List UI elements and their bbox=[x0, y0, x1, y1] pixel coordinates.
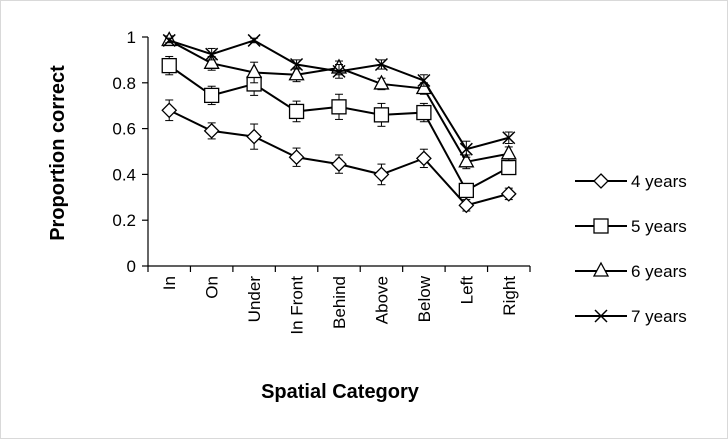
marker-stroke bbox=[205, 47, 219, 61]
y-tick-label: 0.8 bbox=[112, 74, 136, 93]
data-point bbox=[203, 53, 220, 69]
data-point bbox=[290, 57, 304, 72]
legend-item: 5 years bbox=[575, 217, 687, 236]
data-point bbox=[331, 156, 347, 173]
data-point bbox=[374, 57, 388, 72]
y-axis-title: Proportion correct bbox=[47, 65, 69, 241]
marker-stroke bbox=[459, 142, 473, 156]
legend-marker bbox=[593, 173, 609, 189]
series-1 bbox=[161, 99, 517, 214]
data-point bbox=[288, 103, 305, 120]
legend-label: 4 years bbox=[631, 172, 687, 191]
marker-stroke bbox=[332, 64, 346, 78]
series-group bbox=[161, 31, 517, 214]
data-point bbox=[500, 144, 517, 160]
data-point bbox=[501, 159, 517, 176]
data-point bbox=[205, 47, 219, 61]
data-point bbox=[416, 104, 432, 121]
data-point bbox=[161, 102, 178, 119]
legend: 4 years 5 years 6 years 7 years bbox=[575, 172, 687, 326]
x-tick-label: Under bbox=[245, 276, 264, 323]
marker-stroke bbox=[417, 73, 431, 88]
legend-marker bbox=[594, 309, 608, 323]
legend-label: 5 years bbox=[631, 217, 687, 236]
y-tick-label: 0.2 bbox=[112, 211, 136, 230]
legend-marker bbox=[592, 261, 610, 277]
axes: 0 0.2 0.4 0.6 0.8 1 In On Under In Front Behind Abo… bbox=[112, 28, 531, 335]
data-point bbox=[203, 122, 220, 139]
marker-stroke bbox=[502, 131, 516, 145]
y-tick-label: 0 bbox=[127, 257, 136, 276]
series-4 bbox=[162, 33, 516, 158]
x-tick-label: Right bbox=[500, 276, 519, 316]
data-point bbox=[373, 107, 390, 123]
data-point bbox=[204, 87, 220, 104]
data-point bbox=[246, 128, 263, 145]
data-point bbox=[502, 131, 516, 145]
y-tick-label: 1 bbox=[127, 28, 136, 47]
data-point bbox=[500, 185, 517, 202]
data-point bbox=[332, 64, 346, 78]
marker-stroke bbox=[247, 33, 261, 47]
marker-stroke bbox=[162, 33, 176, 47]
data-point bbox=[373, 166, 390, 183]
legend-item: 4 years bbox=[575, 172, 687, 191]
marker-stroke bbox=[594, 309, 608, 323]
data-point bbox=[415, 150, 432, 167]
data-point bbox=[288, 149, 305, 166]
x-axis-title: Spatial Category bbox=[261, 381, 420, 403]
marker-stroke bbox=[290, 57, 304, 72]
x-tick-label: Above bbox=[372, 276, 391, 324]
data-point bbox=[161, 57, 177, 74]
data-point bbox=[458, 182, 474, 199]
data-point bbox=[247, 33, 261, 47]
x-tick-label: In bbox=[160, 276, 179, 290]
data-point bbox=[459, 142, 473, 156]
data-point bbox=[331, 99, 347, 115]
legend-item: 6 years bbox=[575, 261, 687, 281]
x-tick-label: Below bbox=[415, 275, 434, 322]
x-tick-label: Behind bbox=[330, 276, 349, 329]
legend-label: 6 years bbox=[631, 262, 687, 281]
marker-stroke bbox=[374, 57, 388, 72]
y-tick-label: 0.4 bbox=[112, 165, 136, 184]
y-tick-label: 0.6 bbox=[112, 120, 136, 139]
data-point bbox=[458, 197, 475, 214]
data-point bbox=[162, 33, 176, 47]
data-point bbox=[288, 65, 305, 81]
legend-label: 7 years bbox=[631, 307, 687, 326]
x-tick-label: In Front bbox=[288, 276, 307, 335]
data-point bbox=[417, 73, 431, 88]
legend-item: 7 years bbox=[575, 307, 687, 326]
data-point bbox=[246, 63, 263, 79]
legend-marker bbox=[593, 218, 609, 234]
x-tick-label: Left bbox=[457, 276, 476, 305]
data-point bbox=[373, 74, 390, 90]
data-point bbox=[458, 152, 475, 168]
x-tick-label: On bbox=[203, 276, 222, 299]
